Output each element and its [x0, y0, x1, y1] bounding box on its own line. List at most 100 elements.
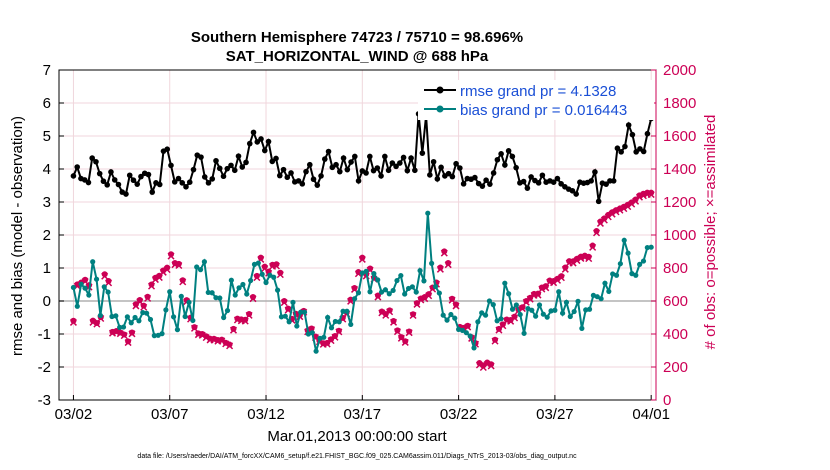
rmse-point — [558, 181, 564, 187]
rmse-point — [201, 174, 208, 180]
rmse-point — [209, 176, 216, 182]
bias-point — [386, 291, 392, 297]
bias-point — [517, 311, 523, 318]
obs-assimilated-point — [401, 338, 409, 346]
rmse-point — [265, 138, 272, 145]
bias-point — [197, 267, 204, 273]
rmse-point — [520, 178, 527, 185]
bias-point — [459, 327, 466, 333]
obs-possible-point — [128, 329, 135, 336]
bias-point — [602, 280, 608, 286]
obs-possible-point — [367, 265, 374, 272]
bias-point — [475, 319, 481, 325]
rmse-point — [457, 165, 463, 171]
rmse-point — [261, 147, 268, 154]
obs-assimilated-point — [128, 330, 136, 338]
obs-assimilated-point — [616, 206, 624, 214]
rmse-point — [235, 153, 242, 159]
rmse-point — [239, 164, 246, 170]
rmse-point — [198, 154, 204, 160]
rmse-point — [104, 182, 111, 188]
obs-possible-point — [410, 311, 417, 318]
rmse-point — [314, 182, 321, 188]
obs-possible-point — [437, 264, 444, 271]
rmse-point — [483, 177, 489, 184]
chart-title-line-2: SAT_HORIZONTAL_WIND @ 688 hPa — [226, 48, 489, 65]
y-right-tick-label: 0 — [663, 392, 671, 409]
bias-point — [286, 319, 292, 325]
bias-point — [132, 314, 138, 321]
bias-point — [340, 308, 346, 314]
rmse-point — [363, 170, 369, 176]
rmse-point — [412, 167, 418, 174]
y-right-tick-label: 200 — [663, 359, 688, 376]
bias-point — [255, 260, 261, 266]
rmse-point — [374, 165, 381, 171]
obs-assimilated-point — [483, 360, 491, 368]
bias-point — [536, 302, 543, 308]
rmse-point — [254, 139, 261, 145]
obs-assimilated-point — [534, 291, 542, 299]
rmse-point — [250, 129, 257, 136]
obs-assimilated-point — [628, 200, 636, 208]
bias-point — [332, 318, 338, 325]
obs-possible-point — [230, 325, 237, 332]
bias-point — [259, 271, 265, 277]
rmse-point — [299, 181, 306, 187]
bias-point — [548, 308, 554, 314]
rmse-point — [610, 178, 617, 184]
y-axis-right-label: # of obs: o=possible; ×=assimilated — [702, 115, 719, 350]
rmse-point — [498, 151, 504, 157]
obs-possible-point — [250, 294, 257, 301]
rmse-point — [175, 175, 182, 182]
rmse-point — [213, 157, 219, 164]
bias-point — [544, 314, 550, 320]
obs-assimilated-point — [140, 303, 148, 311]
obs-assimilated-point — [393, 328, 401, 336]
bias-point — [390, 287, 396, 294]
bias-point — [644, 244, 650, 251]
rmse-point — [306, 161, 313, 168]
obs-assimilated-point — [612, 208, 620, 216]
x-tick-label: 03/07 — [151, 406, 189, 423]
obs-assimilated-point — [635, 193, 644, 201]
rmse-point — [269, 158, 276, 165]
rmse-point — [100, 178, 107, 185]
y-right-tick-label: 1200 — [663, 194, 696, 211]
bias-point — [529, 307, 535, 313]
chart-title-line-1: Southern Hemisphere 74723 / 75710 = 98.6… — [191, 29, 523, 46]
bias-point — [533, 313, 539, 319]
obs-assimilated-point — [448, 296, 456, 304]
bias-point — [509, 306, 516, 312]
bias-point — [417, 268, 423, 274]
bias-point — [375, 277, 381, 283]
bias-point — [378, 289, 385, 295]
obs-assimilated-point — [511, 314, 519, 322]
bias-point — [298, 309, 304, 315]
bias-point — [490, 302, 496, 308]
obs-assimilated-point — [542, 284, 550, 292]
bias-point — [363, 268, 369, 274]
bias-point — [190, 317, 196, 324]
bias-point — [471, 345, 477, 351]
bias-point — [136, 318, 142, 324]
rmse-point — [216, 165, 223, 172]
y-left-tick-label: 3 — [43, 194, 51, 211]
rmse-point — [246, 140, 253, 147]
bias-point — [90, 259, 96, 265]
obs-assimilated-point — [202, 334, 210, 342]
obs-assimilated-point — [405, 329, 413, 337]
grid-lines — [59, 70, 656, 400]
rmse-point — [393, 163, 399, 170]
obs-assimilated-point — [89, 318, 97, 326]
obs-possible-point — [179, 277, 186, 284]
bias-point — [248, 277, 254, 284]
bias-point — [325, 314, 331, 321]
bias-point — [540, 311, 546, 317]
rmse-point — [258, 136, 264, 142]
rmse-point — [539, 172, 546, 179]
bias-point — [182, 313, 188, 320]
rmse-point — [108, 169, 114, 175]
rmse-point — [460, 181, 467, 187]
bias-point — [194, 264, 200, 270]
